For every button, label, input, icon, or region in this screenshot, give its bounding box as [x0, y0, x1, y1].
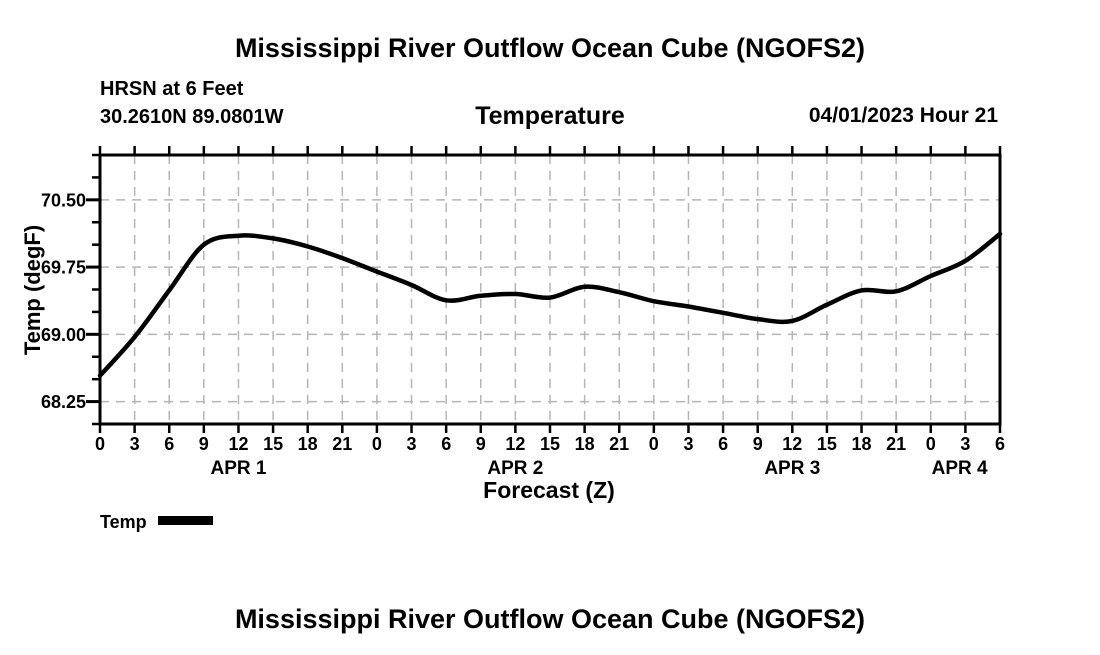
day-label: APR 2 — [487, 458, 543, 479]
x-tick-label: 21 — [886, 434, 906, 454]
x-tick-label: 0 — [95, 434, 105, 454]
x-tick-label: 18 — [298, 434, 318, 454]
x-tick-label: 15 — [263, 434, 283, 454]
legend-line-swatch — [158, 516, 213, 525]
x-tick-label: 0 — [372, 434, 382, 454]
x-tick-label: 12 — [505, 434, 525, 454]
legend-label: Temp — [100, 512, 147, 532]
chart-layer: 0 3 6 9 12 15 18 21 0 3 6 9 12 15 18 21 0 3 6 9 12 15 18 21 0 3 6A… — [41, 146, 1005, 479]
x-tick-label: 12 — [782, 434, 802, 454]
station-label: HRSN at 6 Feet — [100, 78, 244, 100]
y-tick-label: 68.25 — [41, 392, 86, 412]
x-tick-label: 9 — [476, 434, 486, 454]
x-tick-label: 15 — [817, 434, 837, 454]
x-tick-label: 21 — [332, 434, 352, 454]
gridlines — [100, 155, 1000, 424]
x-tick-label: 21 — [609, 434, 629, 454]
x-tick-label: 3 — [960, 434, 970, 454]
x-tick-label: 3 — [130, 434, 140, 454]
temp-series-line — [97, 231, 1003, 378]
x-axis-title: Forecast (Z) — [483, 477, 615, 503]
day-label: APR 4 — [932, 458, 988, 479]
y-tick-label: 69.75 — [41, 258, 86, 278]
x-tick-labels: 0 3 6 9 12 15 18 21 0 3 6 9 12 15 18 21 0 3 6 9 12 15 18 21 0 3 6 — [95, 434, 1005, 454]
x-tick-label: 6 — [164, 434, 174, 454]
axis-ticks — [86, 146, 1002, 433]
x-tick-label: 6 — [441, 434, 451, 454]
x-tick-label: 12 — [228, 434, 248, 454]
x-tick-label: 3 — [406, 434, 416, 454]
x-tick-label: 9 — [199, 434, 209, 454]
page-title: Mississippi River Outflow Ocean Cube (NG… — [235, 33, 865, 63]
y-axis-title: Temp (degF) — [20, 225, 45, 355]
x-tick-label: 0 — [649, 434, 659, 454]
next-panel-title: Mississippi River Outflow Ocean Cube (NG… — [235, 604, 865, 634]
day-label: APR 1 — [211, 458, 267, 479]
x-tick-label: 18 — [851, 434, 871, 454]
panel-title: Temperature — [475, 102, 625, 130]
x-tick-label: 0 — [926, 434, 936, 454]
forecast-datetime-label: 04/01/2023 Hour 21 — [809, 104, 998, 127]
day-labels: APR 1 APR 2 APR 3 APR 4 — [211, 458, 988, 479]
y-tick-label: 70.50 — [41, 190, 86, 210]
x-tick-label: 15 — [540, 434, 560, 454]
station-coordinates: 30.2610N 89.0801W — [100, 106, 284, 128]
x-tick-label: 6 — [995, 434, 1005, 454]
y-tick-label: 69.00 — [41, 325, 86, 345]
x-tick-label: 6 — [718, 434, 728, 454]
day-label: APR 3 — [764, 458, 820, 479]
x-tick-label: 18 — [575, 434, 595, 454]
y-tick-labels: 68.25 69.00 69.75 70.50 — [41, 190, 86, 412]
x-tick-label: 3 — [683, 434, 693, 454]
x-tick-label: 9 — [753, 434, 763, 454]
